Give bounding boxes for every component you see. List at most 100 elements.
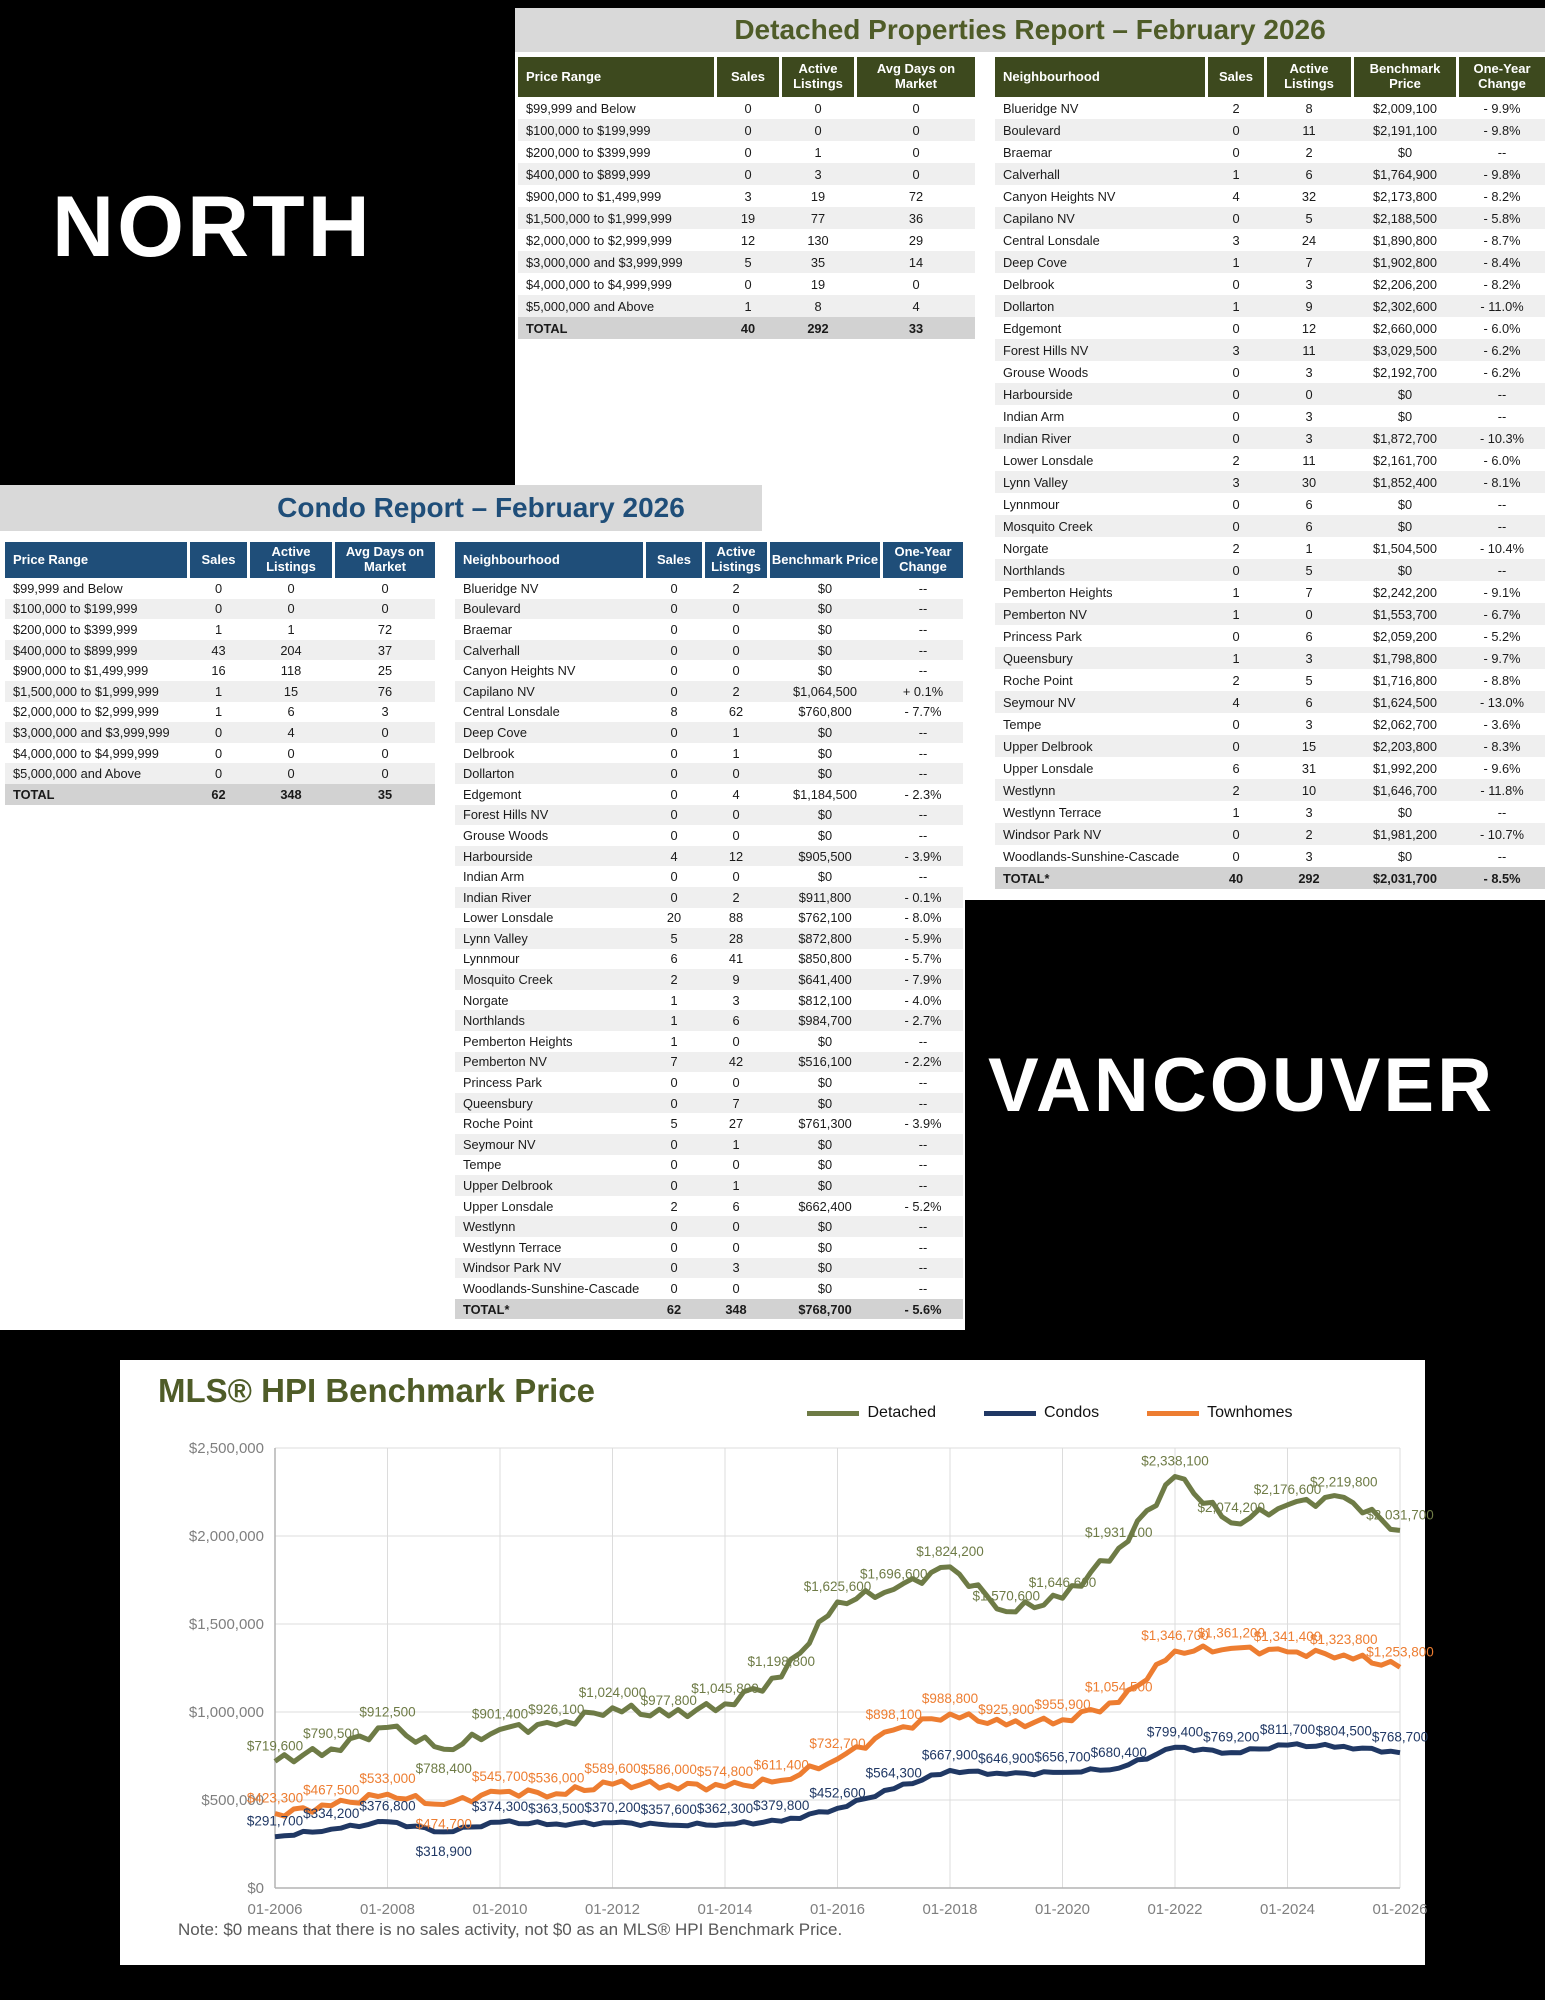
cell-value: 0	[214, 724, 223, 740]
cell-value: 0	[1232, 320, 1240, 336]
north-label: NORTH	[52, 179, 373, 275]
table-row: Canyon Heights NV 4 32 $2,173,800 - 8.2%	[995, 185, 1545, 207]
cell-value: 1	[1232, 166, 1240, 182]
cell-value: $1,992,200	[1372, 760, 1438, 776]
cell-value: - 3.6%	[1483, 716, 1521, 732]
cell-value: 0	[670, 683, 678, 699]
cell-value: $0	[817, 663, 833, 679]
cell-value: 0	[670, 807, 678, 823]
cell-value: $0	[817, 827, 833, 843]
cell-value: 42	[728, 1054, 744, 1070]
cell-value: 6	[732, 1013, 740, 1029]
cell-value: 0	[732, 1280, 740, 1296]
cell-label: Seymour NV	[463, 1136, 536, 1152]
table-row: Seymour NV 0 1 $0 --	[455, 1134, 963, 1155]
table-header-row: Price Range Sales Active Listings Avg Days …	[5, 542, 435, 578]
cell-value: $1,852,400	[1372, 474, 1438, 490]
vancouver-label: VANCOUVER	[988, 1043, 1495, 1128]
cell-label: Woodlands-Sunshine-Cascade	[463, 1280, 640, 1296]
cell-label: Blueridge NV	[463, 580, 539, 596]
cell-value: $1,981,200	[1372, 826, 1438, 842]
cell-value: --	[918, 1219, 928, 1235]
cell-label: Lynn Valley	[463, 930, 528, 946]
cell-label: $99,999 and Below	[526, 100, 636, 116]
cell-value: 1	[1232, 298, 1240, 314]
table-row: $3,000,000 and $3,999,999 5 35 14	[518, 251, 975, 273]
point-label: $318,900	[416, 1844, 472, 1859]
cell-value: 0	[1232, 716, 1240, 732]
cell-value: 3	[1305, 276, 1313, 292]
cell-label: Deep Cove	[1003, 254, 1068, 270]
cell-value: $0	[817, 1260, 833, 1276]
table-row: Princess Park 0 0 $0 --	[455, 1072, 963, 1093]
legend-swatch	[1147, 1410, 1200, 1416]
cell-value: 0	[1232, 496, 1240, 512]
table-row: Boulevard 0 11 $2,191,100 - 9.8%	[995, 119, 1545, 141]
cell-value: 0	[670, 663, 678, 679]
cell-value: - 10.4%	[1479, 540, 1525, 556]
cell-value: 6	[1305, 694, 1313, 710]
cell-label: Upper Delbrook	[463, 1178, 553, 1194]
cell-value: --	[918, 1095, 928, 1111]
cell-value: 0	[814, 122, 822, 138]
cell-value: $0	[1397, 804, 1413, 820]
cell-value: 0	[912, 122, 920, 138]
cell-value: 0	[214, 601, 223, 617]
cell-label: Calverhall	[463, 642, 520, 658]
cell-label: TOTAL	[526, 320, 568, 336]
point-label: $901,400	[472, 1706, 528, 1721]
column-header: One-Year Change	[1459, 57, 1545, 97]
cell-value: --	[918, 621, 928, 637]
cell-label: $3,000,000 and $3,999,999	[13, 724, 170, 740]
cell-value: $1,902,800	[1372, 254, 1438, 270]
cell-value: - 5.8%	[1483, 210, 1521, 226]
cell-value: - 9.9%	[1483, 100, 1521, 116]
cell-value: 0	[732, 807, 740, 823]
cell-value: $2,203,800	[1372, 738, 1438, 754]
table-row: Capilano NV 0 5 $2,188,500 - 5.8%	[995, 207, 1545, 229]
detached-section: Detached Properties Report – February 20…	[515, 8, 1545, 900]
cell-value: 0	[744, 166, 752, 182]
cell-value: 11	[1302, 122, 1316, 138]
cell-value: 3	[732, 992, 740, 1008]
cell-value: - 8.8%	[1483, 672, 1521, 688]
legend-item-townhomes: Townhomes	[1147, 1404, 1293, 1422]
table-row: Lynn Valley 3 30 $1,852,400 - 8.1%	[995, 471, 1545, 493]
cell-label: $5,000,000 and Above	[526, 298, 655, 314]
cell-value: - 8.2%	[1483, 276, 1521, 292]
cell-value: 0	[670, 642, 678, 658]
cell-value: - 9.6%	[1483, 760, 1521, 776]
column-header: Avg Days on Market	[335, 542, 435, 578]
cell-value: $2,173,800	[1372, 188, 1438, 204]
cell-value: --	[1497, 386, 1507, 402]
cell-label: Harbourside	[1003, 386, 1073, 402]
point-label: $533,000	[359, 1771, 415, 1786]
table-row: Braemar 0 2 $0 --	[995, 141, 1545, 163]
cell-value: 0	[670, 745, 678, 761]
point-label: $719,600	[247, 1738, 303, 1753]
cell-value: 15	[1301, 738, 1317, 754]
cell-value: 14	[908, 254, 924, 270]
cell-label: Boulevard	[463, 601, 521, 617]
point-label: $474,700	[416, 1816, 472, 1831]
cell-value: 0	[732, 766, 740, 782]
cell-value: $2,062,700	[1372, 716, 1438, 732]
cell-value: 41	[728, 951, 744, 967]
cell-value: 5	[1305, 210, 1313, 226]
cell-value: 5	[1305, 562, 1313, 578]
cell-value: 292	[807, 320, 829, 336]
condo-title-band	[0, 485, 762, 531]
cell-value: 12	[1301, 320, 1317, 336]
cell-value: $2,242,200	[1372, 584, 1438, 600]
column-header: Benchmark Price	[1354, 57, 1456, 97]
table-row: Delbrook 0 3 $2,206,200 - 8.2%	[995, 273, 1545, 295]
table-row: $4,000,000 to $4,999,999 0 19 0	[518, 273, 975, 295]
cell-value: $905,500	[798, 848, 852, 864]
point-label: $1,346,700	[1141, 1628, 1209, 1643]
table-row: $900,000 to $1,499,999 16 118 25	[5, 660, 435, 681]
table-row: Queensbury 0 7 $0 --	[455, 1092, 963, 1114]
cell-value: 2	[1232, 782, 1240, 798]
cell-value: 88	[728, 910, 744, 926]
y-tick-label: $2,000,000	[189, 1528, 264, 1545]
cell-value: 3	[1305, 430, 1313, 446]
